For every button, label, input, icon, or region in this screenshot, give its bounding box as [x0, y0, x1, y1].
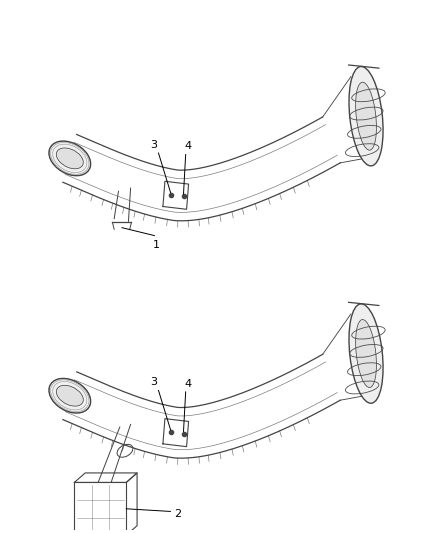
Ellipse shape	[349, 304, 383, 403]
Ellipse shape	[356, 82, 376, 150]
Text: 1: 1	[153, 240, 160, 250]
Ellipse shape	[57, 148, 83, 169]
Text: 3: 3	[150, 377, 157, 387]
Ellipse shape	[356, 320, 376, 387]
Ellipse shape	[349, 67, 383, 166]
Text: 4: 4	[184, 141, 191, 151]
Ellipse shape	[49, 141, 91, 176]
Ellipse shape	[49, 378, 91, 413]
Text: 2: 2	[174, 509, 181, 519]
Text: 3: 3	[150, 140, 157, 150]
Text: 4: 4	[184, 379, 191, 389]
Ellipse shape	[57, 385, 83, 406]
